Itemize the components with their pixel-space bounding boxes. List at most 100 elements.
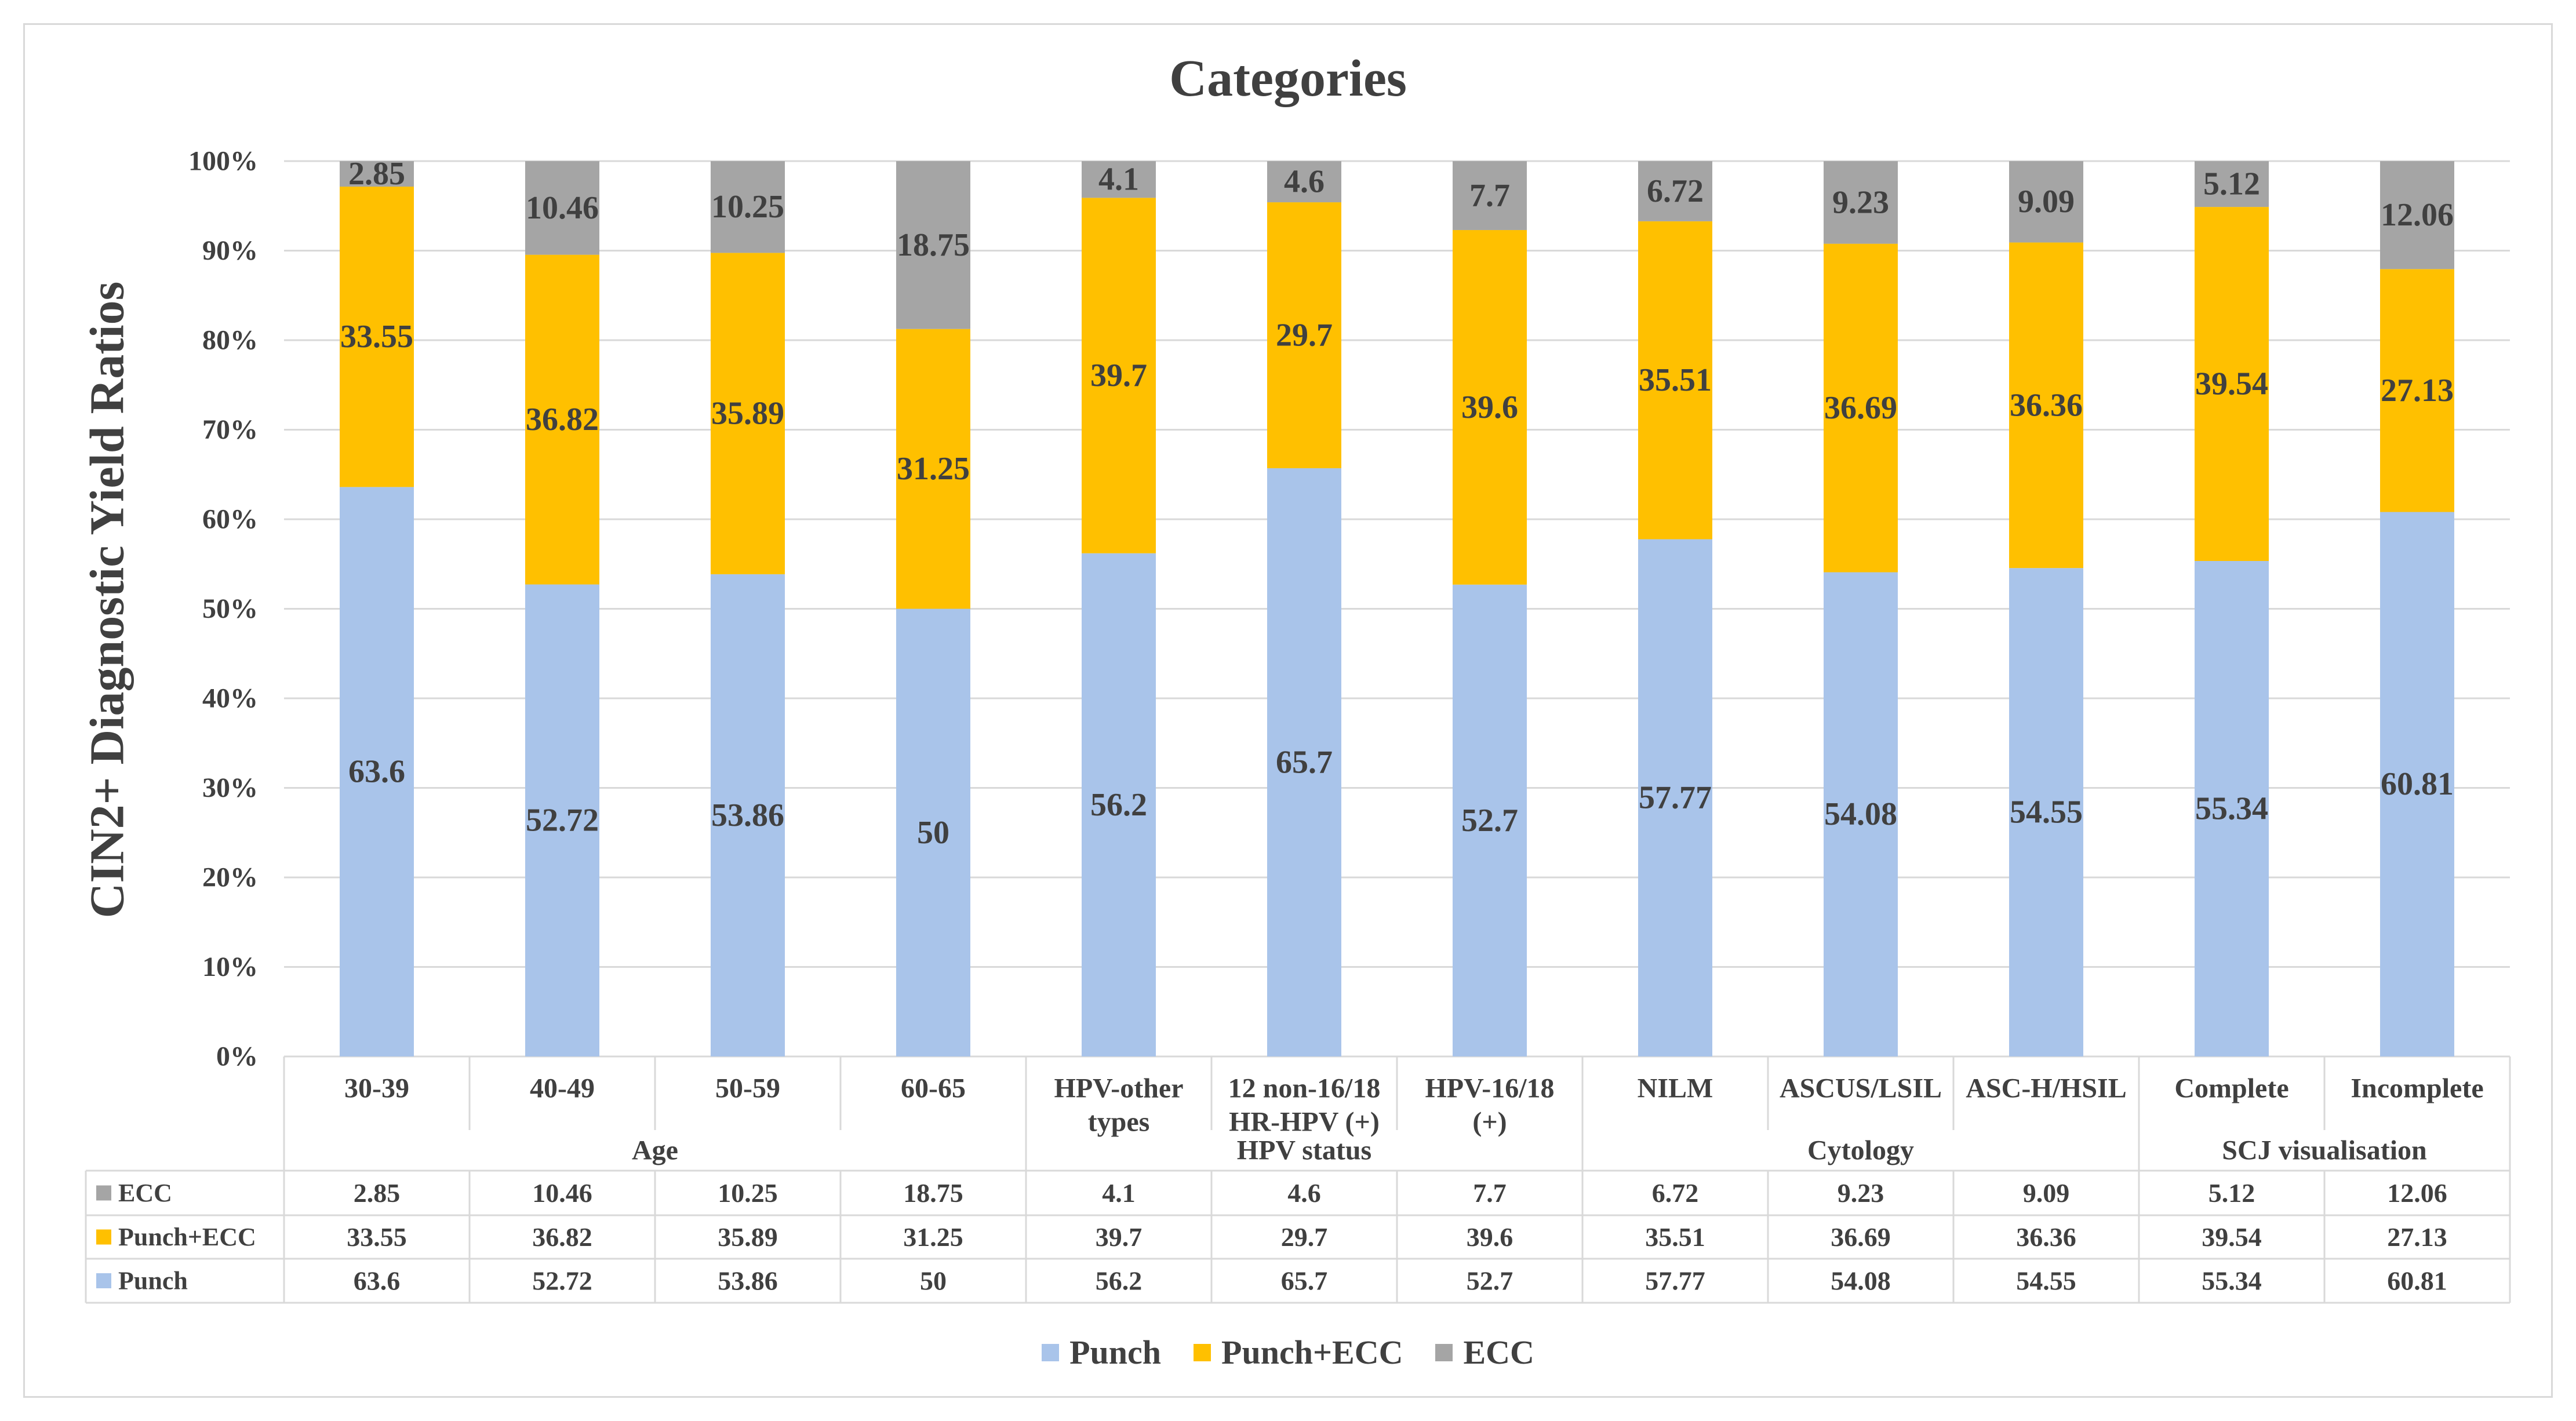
category-label: types <box>1088 1107 1150 1138</box>
data-label: 7.7 <box>1469 177 1510 213</box>
data-label: 65.7 <box>1276 744 1333 780</box>
table-row-label: ECC <box>118 1179 172 1207</box>
table-cell: 52.72 <box>532 1266 592 1296</box>
table-cell: 56.2 <box>1096 1266 1143 1296</box>
data-label: 35.51 <box>1639 362 1712 398</box>
table-row-label: Punch+ECC <box>118 1223 256 1251</box>
table-row-swatch <box>96 1273 111 1288</box>
bar-ecc <box>2380 161 2454 269</box>
data-label: 55.34 <box>2195 790 2268 826</box>
data-label: 50 <box>917 815 949 851</box>
legend-swatch-ecc <box>1435 1343 1453 1361</box>
data-label: 27.13 <box>2381 373 2454 409</box>
group-label: SCJ visualisation <box>2222 1135 2426 1166</box>
table-cell: 36.69 <box>1831 1222 1891 1252</box>
data-label: 5.12 <box>2203 166 2260 202</box>
y-tick-label: 10% <box>202 952 258 982</box>
bar-punch <box>525 584 599 1056</box>
table-cell: 33.55 <box>347 1222 407 1252</box>
category-label: (+) <box>1472 1107 1507 1138</box>
table-cell: 36.82 <box>532 1222 592 1252</box>
category-label: HPV-other <box>1054 1073 1183 1104</box>
data-label: 31.25 <box>897 451 970 487</box>
category-label: HR-HPV (+) <box>1229 1107 1380 1138</box>
table-cell: 10.25 <box>718 1178 778 1208</box>
legend-swatch-punch-ecc <box>1194 1343 1211 1361</box>
bar-punch-ecc <box>525 254 599 585</box>
data-label: 60.81 <box>2381 766 2454 802</box>
data-label: 10.25 <box>711 189 784 225</box>
data-label: 63.6 <box>348 754 405 790</box>
group-label: Cytology <box>1807 1135 1914 1166</box>
legend-entry-punch: Punch <box>1042 1333 1161 1372</box>
bar-punch-ecc <box>711 253 785 574</box>
bar-ecc <box>1453 161 1527 230</box>
bar-ecc <box>1267 161 1341 203</box>
table-row-label: Punch <box>118 1267 188 1295</box>
bar-punch <box>896 609 970 1056</box>
data-label: 6.72 <box>1647 173 1704 209</box>
bar-punch <box>1453 584 1527 1056</box>
bar-punch <box>1267 468 1341 1056</box>
category-label: 50-59 <box>715 1073 780 1104</box>
data-label: 9.09 <box>2018 184 2075 220</box>
table-cell: 36.36 <box>2016 1222 2076 1252</box>
table-cell: 39.7 <box>1096 1222 1143 1252</box>
y-tick-label: 80% <box>202 325 258 356</box>
data-label: 2.85 <box>348 156 405 192</box>
bar-punch-ecc <box>1267 202 1341 468</box>
data-label: 33.55 <box>340 319 413 355</box>
table-cell: 35.89 <box>718 1222 778 1252</box>
bar-punch <box>1082 553 1156 1056</box>
bar-ecc <box>711 161 785 253</box>
bar-punch <box>340 487 414 1056</box>
table-cell: 5.12 <box>2208 1178 2255 1208</box>
table-cell: 60.81 <box>2387 1266 2447 1296</box>
bar-ecc <box>1824 161 1898 244</box>
bar-punch <box>711 574 785 1056</box>
bar-punch-ecc <box>2380 269 2454 512</box>
legend-entry-ecc: ECC <box>1435 1333 1534 1372</box>
y-tick-label: 20% <box>202 862 258 893</box>
y-tick-label: 60% <box>202 504 258 535</box>
table-cell: 6.72 <box>1652 1178 1699 1208</box>
category-label: NILM <box>1638 1073 1713 1104</box>
table-cell: 63.6 <box>354 1266 401 1296</box>
data-label: 52.7 <box>1461 803 1518 839</box>
bar-punch-ecc <box>1824 243 1898 573</box>
data-label: 53.86 <box>711 797 784 833</box>
data-label: 39.54 <box>2195 366 2268 402</box>
bar-punch <box>2380 512 2454 1056</box>
table-cell: 10.46 <box>532 1178 592 1208</box>
data-label: 9.23 <box>1832 184 1889 220</box>
legend-swatch-punch <box>1042 1343 1060 1361</box>
bar-ecc <box>1082 161 1156 198</box>
y-tick-label: 50% <box>202 593 258 624</box>
table-cell: 31.25 <box>903 1222 963 1252</box>
data-label: 54.55 <box>2010 795 2083 830</box>
table-cell: 7.7 <box>1473 1178 1507 1208</box>
category-label: 60-65 <box>901 1073 966 1104</box>
data-label: 52.72 <box>526 803 599 839</box>
table-cell: 52.7 <box>1467 1266 1513 1296</box>
bar-ecc <box>340 161 414 187</box>
data-label: 18.75 <box>897 227 970 263</box>
table-row-swatch <box>96 1229 111 1245</box>
bar-ecc <box>1638 161 1712 221</box>
table-row-swatch <box>96 1185 111 1201</box>
bar-punch <box>1824 572 1898 1056</box>
table-cell: 27.13 <box>2387 1222 2447 1252</box>
data-label: 54.08 <box>1824 796 1897 832</box>
y-tick-label: 0% <box>216 1041 258 1072</box>
table-cell: 4.1 <box>1102 1178 1136 1208</box>
table-cell: 12.06 <box>2387 1178 2447 1208</box>
group-label: HPV status <box>1237 1135 1371 1166</box>
y-tick-label: 30% <box>202 773 258 803</box>
category-label: 30-39 <box>344 1073 409 1104</box>
data-label: 10.46 <box>526 190 599 226</box>
bar-ecc <box>525 161 599 255</box>
data-label: 12.06 <box>2381 197 2454 233</box>
table-cell: 35.51 <box>1645 1222 1705 1252</box>
data-label: 36.36 <box>2010 387 2083 423</box>
